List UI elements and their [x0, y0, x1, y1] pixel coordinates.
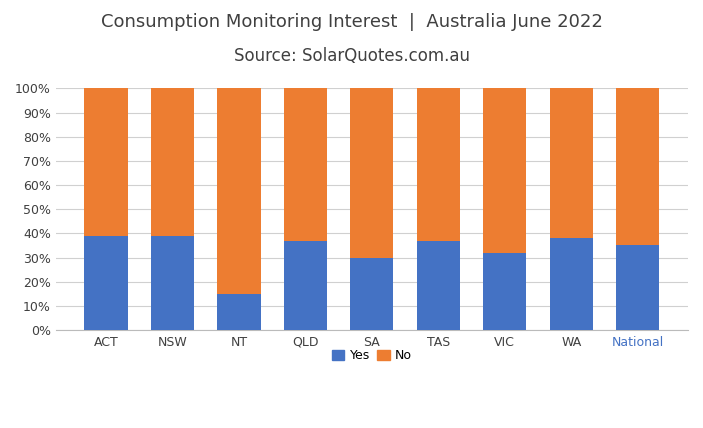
Bar: [483, 253, 527, 330]
Bar: [151, 236, 194, 330]
Bar: [616, 89, 659, 245]
Bar: [483, 89, 527, 253]
Bar: [84, 89, 128, 236]
Bar: [284, 241, 327, 330]
Bar: [151, 89, 194, 236]
Bar: [417, 89, 460, 241]
Text: Consumption Monitoring Interest  |  Australia June 2022: Consumption Monitoring Interest | Austra…: [101, 13, 602, 31]
Legend: Yes, No: Yes, No: [327, 344, 417, 367]
Bar: [550, 89, 593, 238]
Bar: [550, 238, 593, 330]
Bar: [217, 89, 261, 294]
Bar: [350, 258, 394, 330]
Text: Source: SolarQuotes.com.au: Source: SolarQuotes.com.au: [233, 47, 470, 65]
Bar: [417, 241, 460, 330]
Bar: [616, 245, 659, 330]
Bar: [217, 294, 261, 330]
Bar: [84, 236, 128, 330]
Bar: [284, 89, 327, 241]
Bar: [350, 89, 394, 258]
